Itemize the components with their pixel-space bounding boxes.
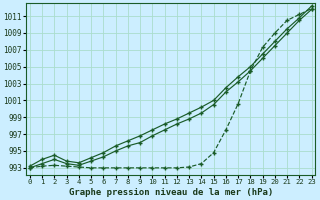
X-axis label: Graphe pression niveau de la mer (hPa): Graphe pression niveau de la mer (hPa) xyxy=(68,188,273,197)
